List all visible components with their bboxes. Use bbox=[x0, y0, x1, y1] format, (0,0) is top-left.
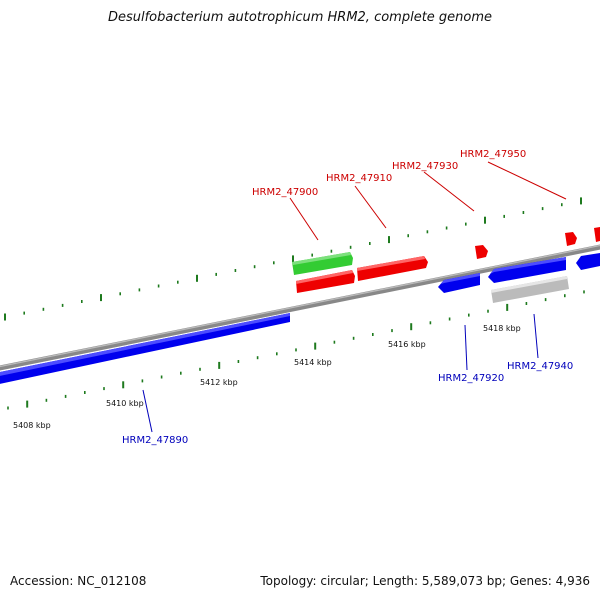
leader-lines bbox=[142, 161, 567, 433]
axis-label: 5414 kbp bbox=[294, 358, 332, 367]
gene-arrow[interactable] bbox=[475, 245, 488, 259]
gene-arrow[interactable] bbox=[491, 276, 569, 303]
gene-arrow-shine bbox=[441, 273, 480, 284]
gene-HRM2_47900-rna[interactable] bbox=[292, 252, 353, 275]
gene-arrow[interactable] bbox=[357, 256, 428, 281]
gene-HRM2_47940[interactable] bbox=[491, 276, 569, 303]
gene-HRM2_47890[interactable] bbox=[0, 313, 290, 386]
gene-arrow-shine bbox=[0, 313, 290, 376]
gene-HRM2_47950[interactable] bbox=[565, 227, 600, 246]
leader-line-HRM2_47920 bbox=[464, 324, 468, 371]
gene-label-HRM2_47950[interactable]: HRM2_47950 bbox=[460, 149, 526, 160]
leader-line-HRM2_47900 bbox=[289, 197, 319, 241]
gene-arrow[interactable] bbox=[292, 252, 353, 275]
leader-line-HRM2_47890 bbox=[142, 389, 153, 433]
axis-label: 5416 kbp bbox=[388, 340, 426, 349]
gene-label-HRM2_47940[interactable]: HRM2_47940 bbox=[507, 361, 573, 372]
leader-line-HRM2_47930 bbox=[423, 171, 475, 212]
gene-label-HRM2_47900[interactable]: HRM2_47900 bbox=[252, 187, 318, 198]
leader-line-HRM2_47940 bbox=[533, 313, 539, 359]
gene-label-HRM2_47890[interactable]: HRM2_47890 bbox=[122, 435, 188, 446]
genome-backbone bbox=[0, 244, 600, 371]
gene-arrow-shine bbox=[292, 252, 351, 265]
gene-arrow-shine bbox=[490, 257, 566, 274]
gene-label-HRM2_47920[interactable]: HRM2_47920 bbox=[438, 373, 504, 384]
gene-arrow-shine bbox=[296, 270, 353, 284]
gene-HRM2_47930[interactable] bbox=[475, 245, 488, 259]
gene-label-HRM2_47930[interactable]: HRM2_47930 bbox=[392, 161, 458, 172]
gene-arrow-shine bbox=[357, 256, 425, 271]
axis-labels: 5408 kbp 5410 kbp 5412 kbp 5414 kbp 5416… bbox=[13, 324, 521, 430]
map-title: Desulfobacterium autotrophicum HRM2, com… bbox=[107, 10, 493, 25]
axis-label: 5412 kbp bbox=[200, 378, 238, 387]
gene-arrow[interactable] bbox=[488, 257, 566, 283]
gene-HRM2_47940b[interactable] bbox=[488, 257, 566, 283]
gene-arrow[interactable] bbox=[296, 270, 355, 293]
genome-backbone-highlight bbox=[0, 244, 600, 368]
gene-arrow[interactable] bbox=[565, 232, 577, 246]
genome-stats-text: Topology: circular; Length: 5,589,073 bp… bbox=[260, 574, 590, 588]
gene-arrow-shine bbox=[491, 276, 567, 293]
outer-tick-row bbox=[4, 197, 582, 321]
gene-arrow[interactable] bbox=[594, 227, 600, 242]
axis-label: 5418 kbp bbox=[483, 324, 521, 333]
gene-HRM2_47910[interactable] bbox=[357, 256, 428, 281]
axis-label: 5408 kbp bbox=[13, 421, 51, 430]
axis-label: 5410 kbp bbox=[106, 399, 144, 408]
gene-HRM2_47920[interactable] bbox=[438, 273, 480, 293]
accession-text: Accession: NC_012108 bbox=[10, 574, 147, 588]
gene-labels: HRM2_47900 HRM2_47910 HRM2_47930 HRM2_47… bbox=[122, 149, 573, 446]
gene-label-HRM2_47910[interactable]: HRM2_47910 bbox=[326, 173, 392, 184]
gene-arrow[interactable] bbox=[576, 253, 600, 270]
gene-HRM2_47940c[interactable] bbox=[576, 253, 600, 270]
gene-HRM2_47900[interactable] bbox=[296, 270, 355, 293]
leader-line-HRM2_47910 bbox=[354, 185, 387, 229]
inner-tick-row bbox=[7, 290, 585, 410]
leader-line-HRM2_47950 bbox=[487, 161, 567, 200]
